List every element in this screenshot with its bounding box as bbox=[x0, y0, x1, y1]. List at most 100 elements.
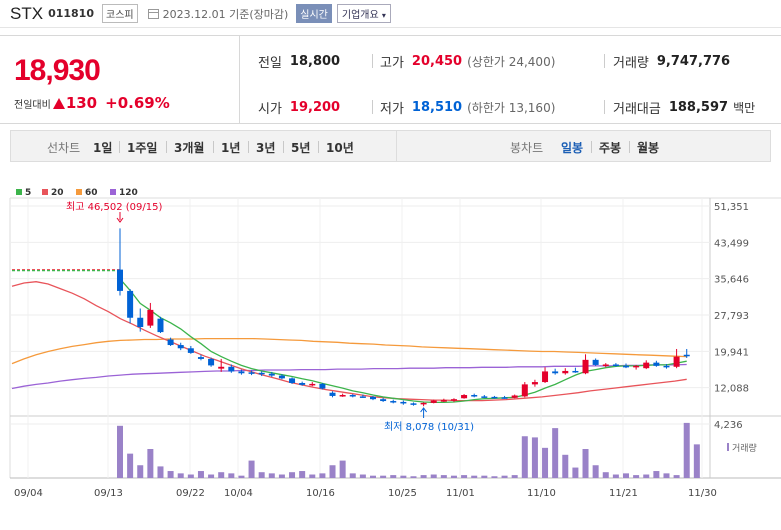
volume-bar bbox=[673, 475, 680, 478]
volume-bar bbox=[481, 475, 488, 478]
volume-bar bbox=[521, 436, 528, 478]
volume-bar bbox=[278, 474, 285, 478]
candle-body bbox=[137, 317, 144, 328]
candle-body bbox=[278, 375, 285, 379]
volume: 거래량 9,747,776 bbox=[613, 52, 735, 71]
period-1d[interactable]: 1일 bbox=[93, 141, 113, 155]
candle-body bbox=[289, 378, 296, 383]
volume-bar bbox=[582, 449, 589, 478]
candle-monthly-tab[interactable]: 월봉 bbox=[637, 141, 660, 155]
candle-body bbox=[572, 370, 579, 373]
candle-body bbox=[683, 354, 690, 357]
volume-bar bbox=[167, 471, 174, 478]
change-amount: 130 bbox=[65, 94, 98, 112]
volume-bar bbox=[653, 471, 660, 478]
volume-bar bbox=[471, 475, 478, 478]
high-annotation: 최고 46,502 (09/15) bbox=[66, 201, 162, 213]
candle-body bbox=[400, 401, 407, 404]
volume-bar bbox=[542, 447, 549, 478]
chart-toolbar: 선차트 1일 1주일 3개월 1년 3년 5년 10년 봉차트 일봉 주봉 월봉 bbox=[10, 130, 771, 162]
low-price: 저가 18,510 (하한가 13,160) bbox=[380, 98, 555, 117]
candle-body bbox=[471, 395, 478, 397]
divider bbox=[318, 141, 319, 153]
change-percent: +0.69% bbox=[105, 94, 170, 112]
ma120-line bbox=[11, 363, 687, 390]
divider bbox=[166, 141, 167, 153]
volume-bar bbox=[137, 465, 144, 478]
candle-body bbox=[157, 318, 164, 333]
candle-body bbox=[380, 399, 387, 402]
period-3y[interactable]: 3년 bbox=[256, 141, 276, 155]
candle-body bbox=[349, 395, 356, 397]
volume-bar bbox=[157, 466, 164, 478]
candle-body bbox=[461, 395, 468, 399]
ma60-swatch bbox=[76, 189, 82, 195]
y-tick-label: 27,793 bbox=[714, 311, 749, 322]
candle-body bbox=[542, 371, 549, 383]
volume-bar bbox=[491, 476, 498, 478]
y-tick-label: 43,499 bbox=[714, 238, 749, 249]
current-price: 18,930 bbox=[14, 54, 101, 87]
candle-body bbox=[552, 371, 559, 374]
divider bbox=[591, 141, 592, 153]
volume-bar bbox=[683, 422, 690, 478]
volume-bar bbox=[390, 475, 397, 478]
candle-daily-tab[interactable]: 일봉 bbox=[561, 141, 584, 155]
volume-bar bbox=[663, 473, 670, 478]
divider bbox=[283, 141, 284, 153]
period-1y[interactable]: 1년 bbox=[221, 141, 241, 155]
stock-header: STX 011810 코스피 2023.12.01 기준(장마감) 실시간 기업… bbox=[0, 0, 781, 28]
candle-body bbox=[410, 403, 417, 405]
candle-body bbox=[582, 359, 589, 374]
volume-bar bbox=[359, 474, 366, 478]
candle-weekly-tab[interactable]: 주봉 bbox=[599, 141, 622, 155]
x-tick-label: 10/04 bbox=[224, 488, 253, 499]
period-5y[interactable]: 5년 bbox=[291, 141, 311, 155]
lower-limit: (하한가 13,160) bbox=[467, 101, 556, 115]
volume-bar bbox=[268, 473, 275, 478]
candle-body bbox=[643, 362, 650, 369]
prev-close-value: 18,800 bbox=[289, 54, 341, 69]
volume-bar bbox=[440, 475, 447, 478]
candle-body bbox=[248, 372, 255, 374]
candle-body bbox=[602, 364, 609, 366]
candle-body bbox=[147, 309, 154, 326]
candlesticks bbox=[116, 212, 690, 418]
quote-panel: 18,930 전일대비 130 +0.69% 전일 18,800 고가 20,4… bbox=[0, 35, 781, 124]
volume-bar bbox=[552, 428, 559, 478]
x-tick-label: 11/10 bbox=[527, 488, 556, 499]
ma5-legend: 5 bbox=[25, 188, 31, 198]
volume-bar bbox=[177, 473, 184, 478]
candle-body bbox=[329, 392, 336, 396]
open-price: 시가 19,200 bbox=[258, 98, 345, 117]
calendar-icon bbox=[147, 8, 159, 19]
candle-body bbox=[623, 365, 629, 368]
volume-bar bbox=[511, 475, 518, 478]
divider bbox=[213, 141, 214, 153]
volume-bar bbox=[420, 475, 427, 478]
period-3m[interactable]: 3개월 bbox=[174, 141, 205, 155]
candle-body bbox=[562, 370, 569, 374]
ma120-swatch bbox=[110, 189, 116, 195]
stock-chart[interactable]: 5 20 60 120 51,351 43,499 35,646 27,793 19,9… bbox=[0, 180, 781, 520]
volume-bar bbox=[430, 474, 437, 478]
candle-body bbox=[197, 357, 204, 359]
company-info-dropdown[interactable]: 기업개요 ▾ bbox=[336, 4, 391, 23]
realtime-button[interactable]: 실시간 bbox=[296, 4, 332, 23]
volume-bar bbox=[501, 475, 508, 478]
divider bbox=[372, 54, 373, 68]
period-1w[interactable]: 1주일 bbox=[127, 141, 158, 155]
period-10y[interactable]: 10년 bbox=[326, 141, 354, 155]
up-triangle-icon bbox=[52, 97, 65, 109]
ma20-swatch bbox=[42, 189, 48, 195]
volume-bar bbox=[623, 473, 629, 478]
volume-bar bbox=[572, 467, 579, 478]
open-value: 19,200 bbox=[289, 100, 341, 115]
volume-bar bbox=[592, 465, 599, 478]
high-label: 고가 bbox=[380, 56, 404, 71]
volume-bar bbox=[602, 472, 609, 478]
candle-body bbox=[238, 371, 245, 374]
y-tick-label: 12,088 bbox=[714, 384, 749, 395]
y-tick-label: 4,236 bbox=[714, 420, 743, 431]
volume-bar bbox=[309, 474, 316, 478]
